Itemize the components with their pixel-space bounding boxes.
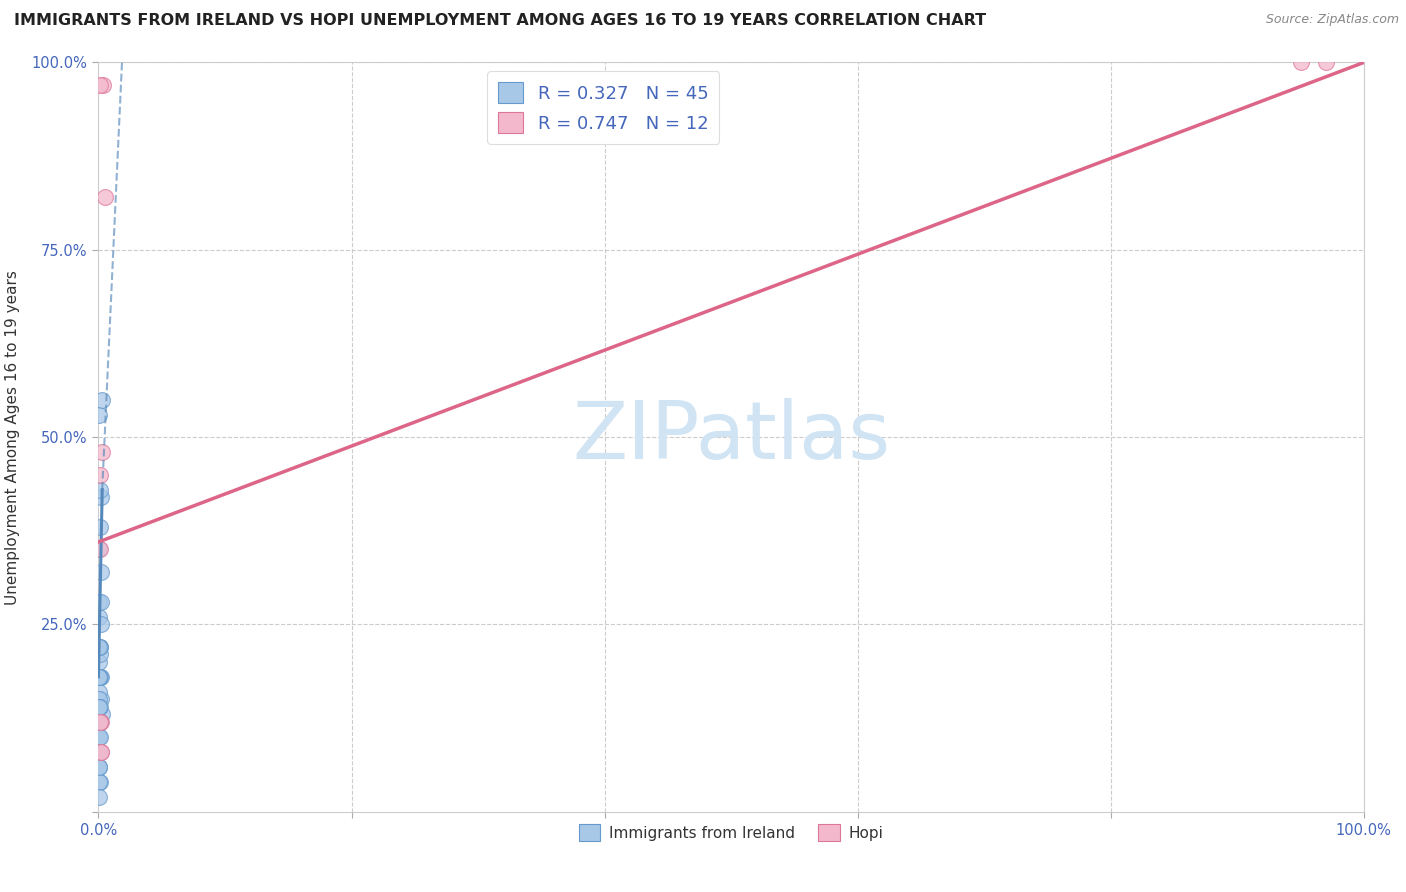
Point	[89, 670, 111, 684]
Point	[89, 640, 111, 654]
Point	[89, 483, 111, 497]
Text: ZIPatlas: ZIPatlas	[572, 398, 890, 476]
Point	[90, 745, 112, 759]
Point	[89, 699, 111, 714]
Point	[87, 670, 110, 684]
Point	[89, 670, 111, 684]
Point	[89, 685, 111, 699]
Point	[89, 730, 111, 744]
Point	[89, 714, 111, 729]
Point	[90, 595, 112, 609]
Point	[87, 789, 110, 804]
Point	[89, 467, 111, 482]
Point	[89, 760, 111, 774]
Legend: Immigrants from Ireland, Hopi: Immigrants from Ireland, Hopi	[571, 816, 891, 849]
Point	[87, 692, 110, 706]
Point	[87, 408, 110, 422]
Text: Source: ZipAtlas.com: Source: ZipAtlas.com	[1265, 13, 1399, 27]
Point	[89, 520, 111, 534]
Point	[89, 699, 111, 714]
Point	[89, 542, 111, 557]
Point	[90, 617, 112, 632]
Point	[89, 774, 111, 789]
Point	[90, 670, 112, 684]
Point	[89, 78, 111, 92]
Point	[91, 392, 114, 407]
Point	[89, 610, 111, 624]
Point	[90, 714, 112, 729]
Point	[1315, 55, 1337, 70]
Point	[89, 714, 111, 729]
Point	[89, 714, 111, 729]
Point	[89, 648, 111, 662]
Point	[89, 640, 111, 654]
Point	[93, 78, 115, 92]
Point	[87, 745, 110, 759]
Point	[90, 707, 112, 722]
Point	[90, 692, 112, 706]
Point	[89, 745, 111, 759]
Point	[89, 714, 111, 729]
Y-axis label: Unemployment Among Ages 16 to 19 years: Unemployment Among Ages 16 to 19 years	[6, 269, 20, 605]
Point	[1289, 55, 1312, 70]
Point	[89, 745, 111, 759]
Point	[89, 699, 111, 714]
Point	[93, 190, 117, 204]
Point	[89, 714, 111, 729]
Point	[89, 760, 111, 774]
Point	[87, 730, 110, 744]
Point	[89, 774, 111, 789]
Point	[90, 565, 112, 579]
Point	[90, 490, 112, 504]
Point	[87, 655, 110, 669]
Point	[89, 640, 111, 654]
Point	[89, 542, 111, 557]
Point	[91, 445, 114, 459]
Point	[90, 745, 112, 759]
Point	[87, 595, 110, 609]
Point	[89, 730, 111, 744]
Point	[89, 745, 111, 759]
Point	[89, 714, 111, 729]
Text: IMMIGRANTS FROM IRELAND VS HOPI UNEMPLOYMENT AMONG AGES 16 TO 19 YEARS CORRELATI: IMMIGRANTS FROM IRELAND VS HOPI UNEMPLOY…	[14, 13, 986, 29]
Point	[87, 760, 110, 774]
